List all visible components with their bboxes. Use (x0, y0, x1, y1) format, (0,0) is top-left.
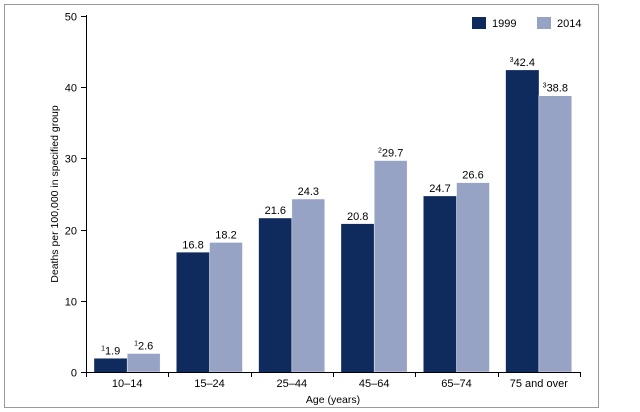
bar-2014-45-64 (373, 160, 408, 373)
data-label-2014-15-24: 18.2 (215, 229, 236, 241)
x-tick-label-75-and-over: 75 and over (510, 378, 568, 390)
bar-1999-15-24 (176, 252, 210, 372)
data-labels-group: 11.9 12.6 16.8 18.2 21.6 24.3 20.8 229.7 24.7 26.… (101, 57, 568, 357)
data-label-2014-25-44: 24.3 (298, 186, 319, 198)
x-tick-label-65-74: 65–74 (441, 378, 472, 390)
data-label-2014-65-74: 26.6 (462, 170, 483, 182)
bar-1999-45-64 (341, 223, 375, 372)
legend-label-1999: 1999 (492, 18, 516, 30)
x-tick-label-45-64: 45–64 (359, 378, 390, 390)
bar-2014-75-and-over (538, 95, 573, 373)
y-axis-label: Deaths per 100,000 in specified group (49, 105, 61, 283)
data-label-2014-75-and-over: 338.8 (543, 83, 568, 95)
x-tick-label-25-44: 25–44 (277, 378, 308, 390)
data-label-footnote-2014-75-and-over: 3 (543, 83, 547, 90)
data-label-2014-10-14: 12.6 (134, 340, 153, 352)
data-label-1999-65-74: 24.7 (429, 183, 450, 195)
legend-label-2014: 2014 (557, 18, 581, 30)
x-ticks-group: 10–14 15–24 25–44 45–64 65–74 75 and over (86, 372, 581, 390)
data-label-footnote-2014-10-14: 1 (134, 340, 138, 347)
data-label-1999-15-24: 16.8 (182, 239, 203, 251)
y-tick-label-10: 10 (65, 297, 77, 309)
data-label-footnote-1999-10-14: 1 (101, 345, 105, 352)
bar-1999-65-74 (423, 196, 457, 372)
bar-2014-10-14 (126, 353, 161, 373)
y-tick-label-50: 50 (65, 12, 77, 24)
y-tick-label-0: 0 (71, 368, 77, 380)
bar-2014-65-74 (456, 182, 490, 373)
y-tick-label-40: 40 (65, 83, 77, 95)
bar-2014-25-44 (291, 198, 326, 373)
y-tick-label-20: 20 (65, 226, 77, 238)
data-label-1999-45-64: 20.8 (347, 211, 368, 223)
y-tick-label-30: 30 (65, 154, 77, 166)
y-ticks-group: 0 10 20 30 40 50 (65, 12, 86, 380)
bar-1999-25-44 (258, 218, 292, 372)
data-label-1999-75-and-over: 342.4 (510, 57, 535, 69)
legend: 1999 2014 (472, 17, 581, 30)
data-label-footnote-1999-75-and-over: 3 (510, 57, 514, 64)
legend-swatch-2014 (537, 17, 551, 29)
bars-group (94, 70, 573, 373)
bar-2014-15-24 (209, 242, 243, 373)
x-tick-label-10-14: 10–14 (112, 378, 143, 390)
bar-1999-75-and-over (505, 70, 539, 372)
data-label-1999-10-14: 11.9 (101, 345, 120, 357)
x-axis-label: Age (years) (306, 394, 360, 406)
legend-swatch-1999 (472, 17, 486, 29)
data-label-1999-25-44: 21.6 (265, 205, 286, 217)
data-label-2014-45-64: 229.7 (378, 148, 403, 160)
data-label-footnote-2014-45-64: 2 (378, 148, 382, 155)
x-tick-label-15-24: 15–24 (194, 378, 225, 390)
bar-1999-10-14 (94, 358, 128, 372)
